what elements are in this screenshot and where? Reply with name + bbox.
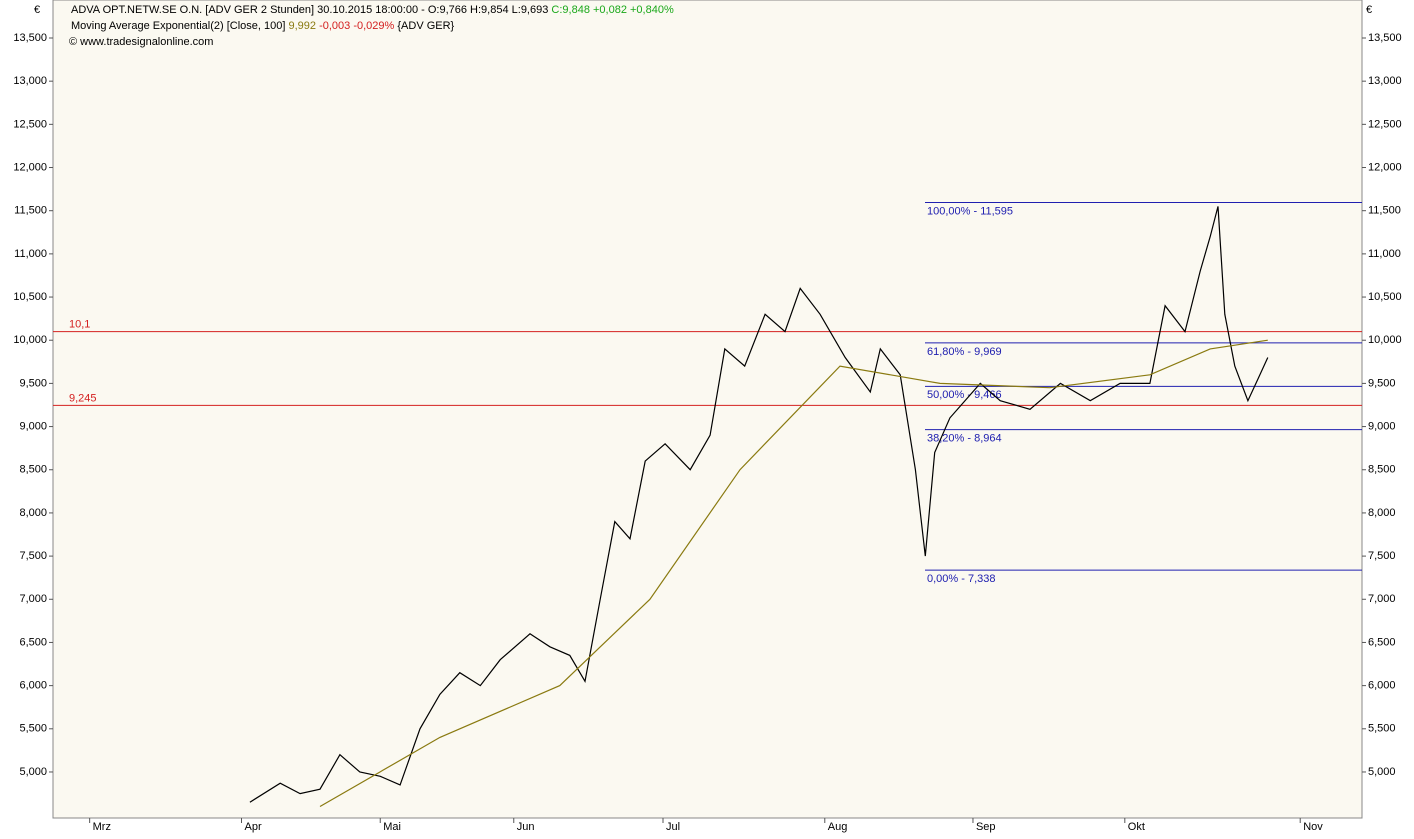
y-tick-label: 13,500 xyxy=(13,32,47,44)
x-tick-label: Mai xyxy=(383,821,401,833)
y-tick-label: 10,000 xyxy=(1368,334,1402,346)
y-tick-label: 6,500 xyxy=(19,636,47,648)
y-tick-label: 10,500 xyxy=(1368,291,1402,303)
y-tick-label: 7,000 xyxy=(1368,593,1396,605)
y-tick-label: 9,000 xyxy=(19,420,47,432)
y-tick-label: 9,500 xyxy=(19,377,47,389)
ema-legend: Moving Average Exponential(2) [Close, 10… xyxy=(71,20,455,32)
x-tick-label: Aug xyxy=(828,821,848,833)
x-tick-label: Jul xyxy=(666,821,680,833)
currency: € xyxy=(1366,4,1372,16)
currency: € xyxy=(34,4,40,16)
y-tick-label: 12,500 xyxy=(13,118,47,130)
y-tick-label: 13,000 xyxy=(1368,75,1402,87)
fib-label: 0,00% - 7,338 xyxy=(927,573,996,585)
fib-label: 38,20% - 8,964 xyxy=(927,433,1002,445)
y-tick-label: 11,500 xyxy=(1368,205,1401,217)
y-tick-label: 12,500 xyxy=(1368,118,1402,130)
ema-value: 9,992 xyxy=(289,20,317,32)
y-tick-label: 13,500 xyxy=(1368,32,1402,44)
x-tick-label: Jun xyxy=(517,821,535,833)
ema-change: -0,003 -0,029% xyxy=(319,20,394,32)
y-tick-label: 6,500 xyxy=(1368,636,1396,648)
series-line xyxy=(249,206,1269,803)
y-tick-label: 10,000 xyxy=(13,334,47,346)
y-tick-label: 5,000 xyxy=(19,766,47,778)
y-tick-label: 6,000 xyxy=(19,680,47,692)
y-tick-label: 11,000 xyxy=(14,248,47,260)
legend-entry: Moving Average Exponential(2) [Close, 10… xyxy=(71,20,285,32)
x-tick-label: Mrz xyxy=(93,821,111,833)
y-tick-label: 9,000 xyxy=(1368,420,1396,432)
x-tick-label: Apr xyxy=(244,821,261,833)
fib-label: 61,80% - 9,969 xyxy=(927,346,1002,358)
fib-label: 50,00% - 9,466 xyxy=(927,389,1002,401)
y-tick-label: 10,500 xyxy=(13,291,47,303)
y-tick-label: 11,500 xyxy=(14,205,47,217)
y-tick-label: 5,500 xyxy=(1368,723,1396,735)
y-tick-label: 7,500 xyxy=(19,550,47,562)
y-tick-label: 12,000 xyxy=(13,161,47,173)
ema-source: {ADV GER} xyxy=(397,20,454,32)
y-tick-label: 12,000 xyxy=(1368,161,1402,173)
y-tick-label: 11,000 xyxy=(1368,248,1401,260)
y-tick-label: 7,000 xyxy=(19,593,47,605)
y-tick-label: 8,000 xyxy=(1368,507,1396,519)
x-tick-label: Nov xyxy=(1303,821,1323,833)
header-change: C:9,848 +0,082 +0,840% xyxy=(551,4,674,16)
y-tick-label: 13,000 xyxy=(13,75,47,87)
y-tick-label: 6,000 xyxy=(1368,680,1396,692)
x-tick-label: Sep xyxy=(976,821,996,833)
plot-area xyxy=(52,0,1363,819)
x-tick-label: Okt xyxy=(1128,821,1145,833)
fib-label: 100,00% - 11,595 xyxy=(927,205,1013,217)
credit: © www.tradesignalonline.com xyxy=(69,36,213,48)
y-tick-label: 8,500 xyxy=(1368,464,1396,476)
y-tick-label: 9,500 xyxy=(1368,377,1396,389)
y-tick-label: 8,000 xyxy=(19,507,47,519)
support-label: 9,245 xyxy=(69,392,97,404)
support-label: 10,1 xyxy=(69,318,90,330)
y-tick-label: 5,500 xyxy=(19,723,47,735)
y-tick-label: 7,500 xyxy=(1368,550,1396,562)
series-line xyxy=(319,339,1268,808)
y-tick-label: 5,000 xyxy=(1368,766,1396,778)
header-title: ADVA OPT.NETW.SE O.N. [ADV GER 2 Stunden… xyxy=(71,4,674,16)
header-text: ADVA OPT.NETW.SE O.N. [ADV GER 2 Stunden… xyxy=(71,4,548,16)
y-tick-label: 8,500 xyxy=(19,464,47,476)
